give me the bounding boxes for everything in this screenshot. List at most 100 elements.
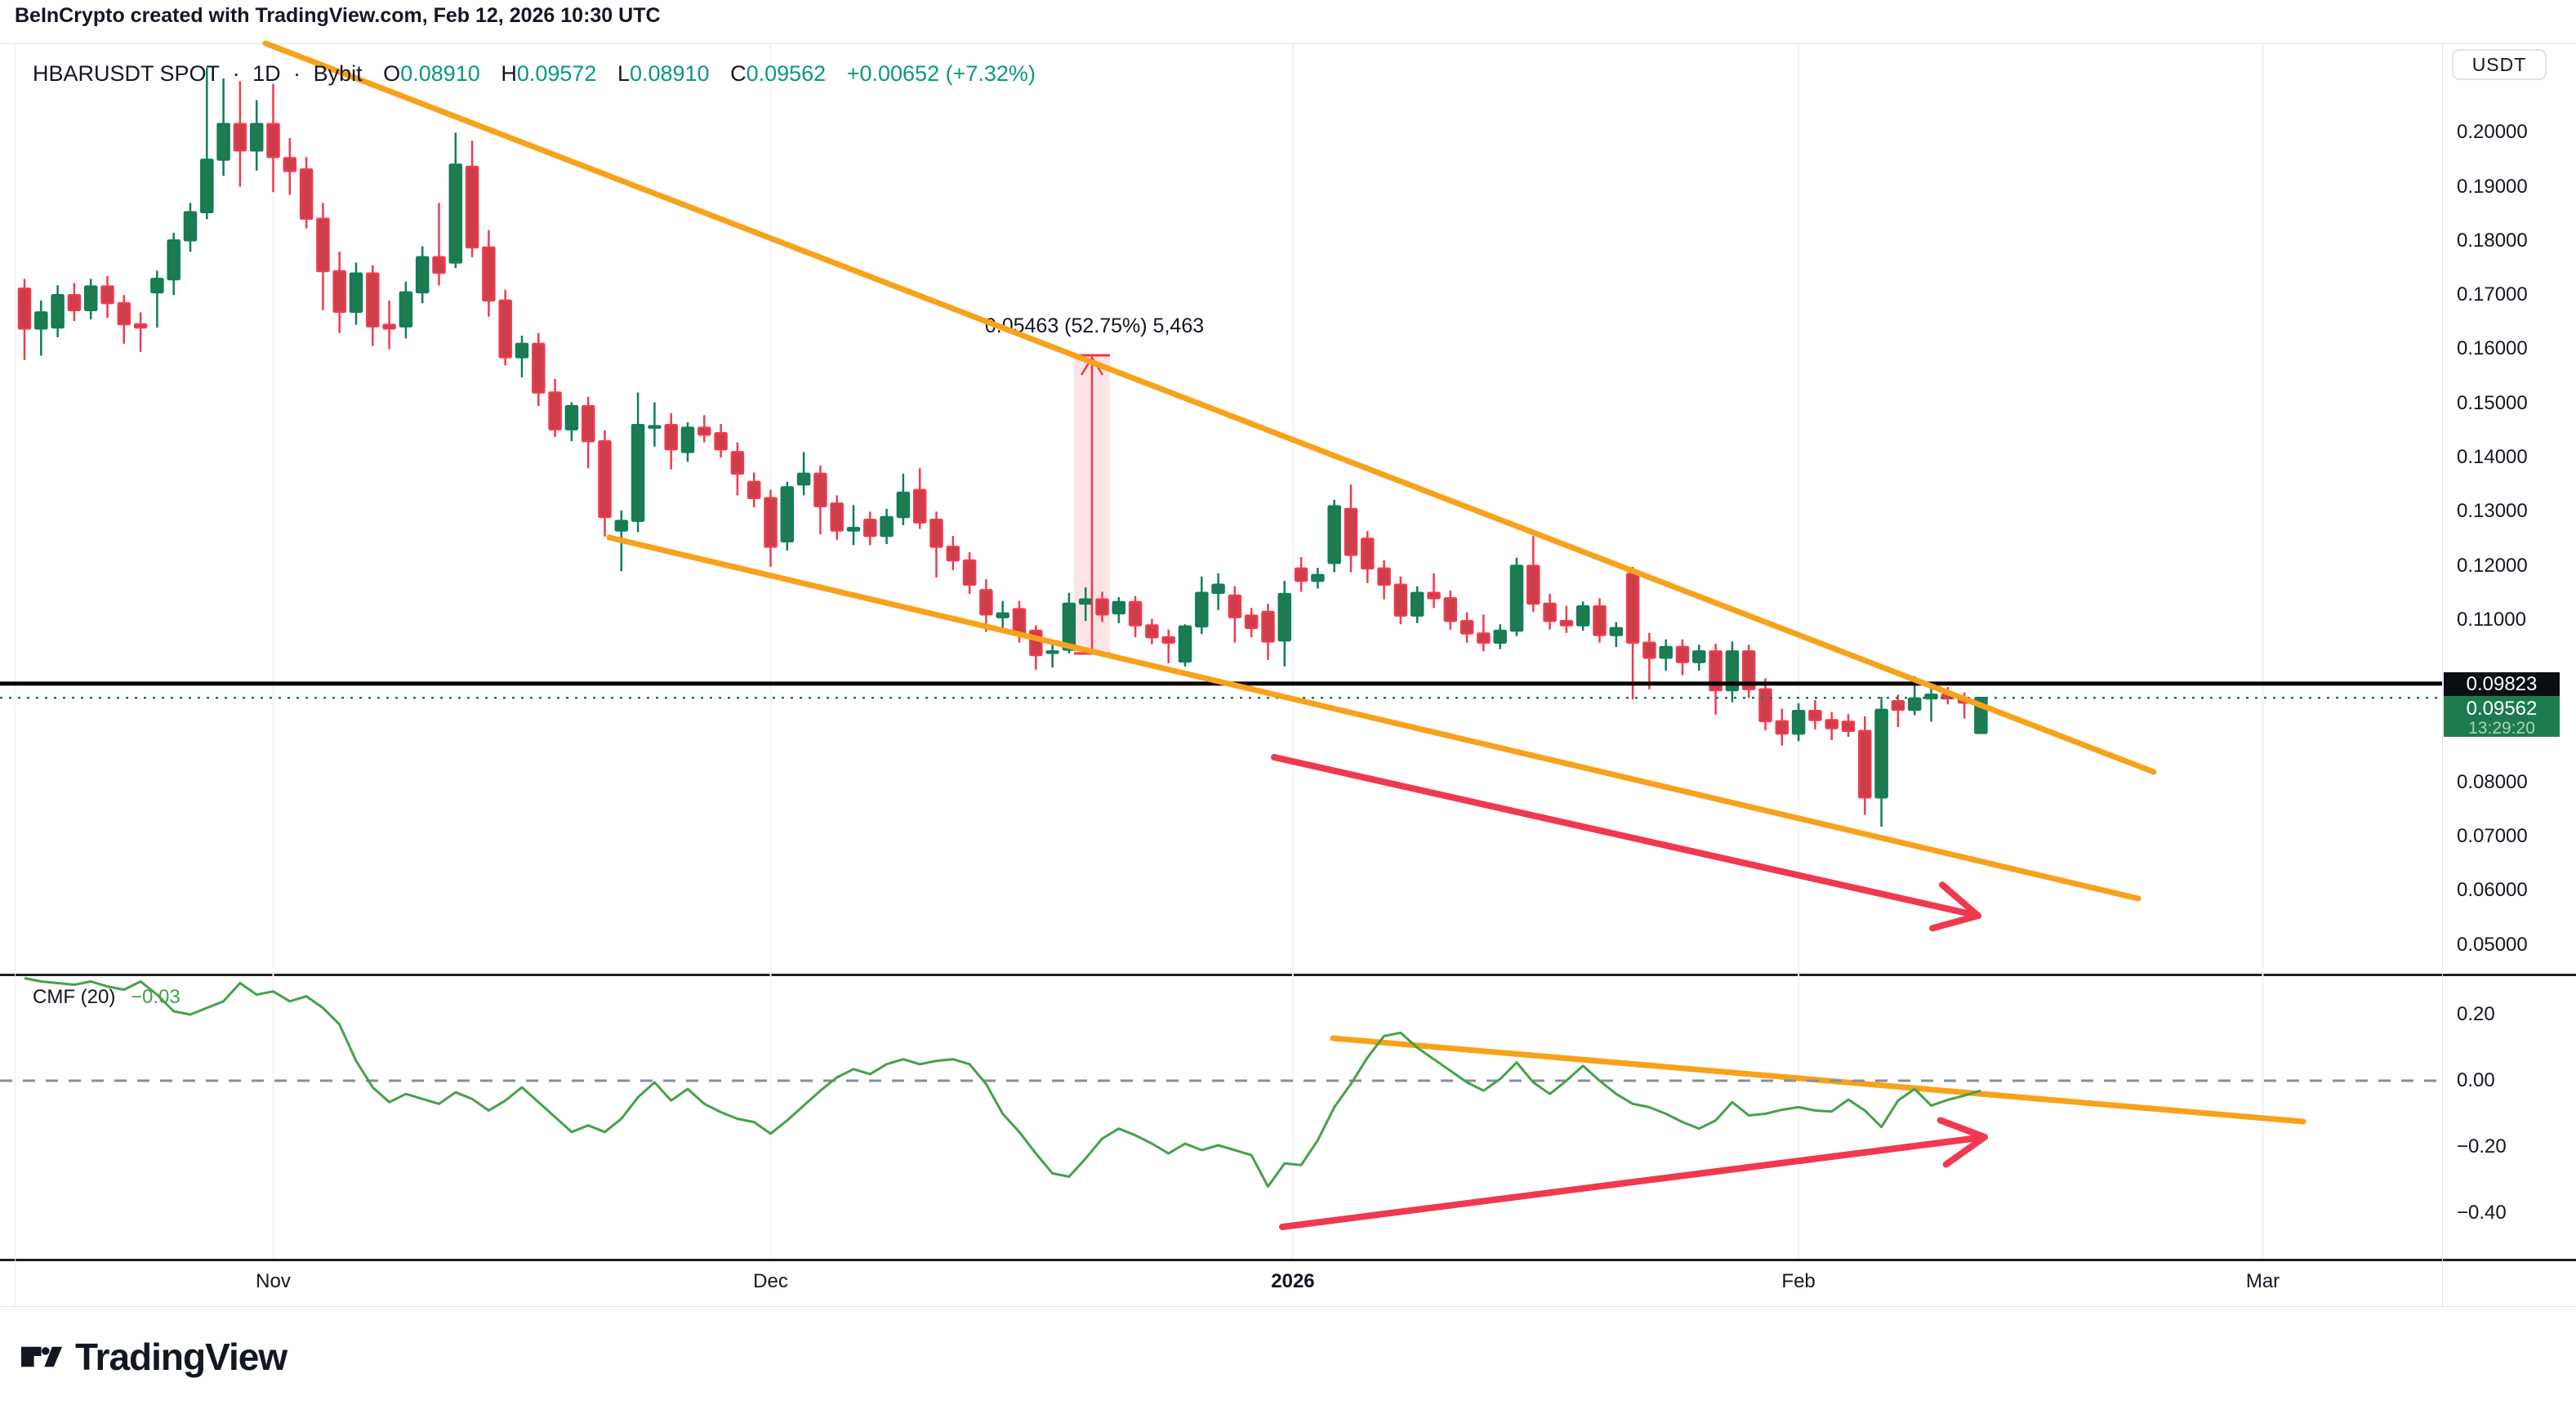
exchange-label: Bybit (313, 61, 363, 86)
candle-down (17, 287, 32, 330)
candle-up (399, 291, 413, 328)
candle-down (332, 270, 346, 313)
price-tick-label: 0.14000 (2457, 446, 2528, 469)
candle-countdown: 13:29:20 (2468, 719, 2535, 738)
cmf-value: −0.03 (131, 986, 180, 1008)
candle-up (1277, 592, 1292, 642)
candle-down (697, 426, 711, 436)
attribution-text: BeInCrypto created with TradingView.com,… (15, 4, 661, 27)
last-price-label: 0.09562 13:29:20 (2444, 696, 2560, 737)
candle-up (34, 311, 48, 330)
candle-down (1228, 594, 1242, 618)
candle-up (1509, 564, 1524, 632)
candle-down (581, 404, 595, 443)
candle-up (515, 342, 529, 359)
price-tick-label: 0.13000 (2457, 500, 2528, 523)
candle-up (448, 163, 463, 264)
candle-down (664, 424, 678, 451)
price-tick-label: 0.17000 (2457, 283, 2528, 306)
candle-up (1327, 505, 1341, 564)
price-tick-label: 0.05000 (2457, 933, 2528, 956)
interval-label: 1D (252, 61, 281, 86)
price-tick-label: 0.18000 (2457, 229, 2528, 252)
candle-up (1791, 709, 1806, 735)
candle-up (216, 123, 230, 161)
price-tick-label: 0.07000 (2457, 825, 2528, 847)
candle-up (1112, 600, 1126, 615)
candle-up (1575, 605, 1590, 627)
chart-top-border (0, 43, 2576, 44)
candle-down (1825, 719, 1838, 729)
cmf-tick-label: 0.20 (2457, 1003, 2495, 1025)
candle-down (1841, 720, 1856, 733)
low-value: 0.08910 (629, 61, 710, 86)
low-label: L (617, 61, 630, 86)
last-price-value: 0.09562 (2466, 698, 2538, 720)
time-tick-label: Feb (1781, 1270, 1816, 1292)
candle-down (962, 559, 977, 587)
candle-down (1808, 709, 1822, 721)
candle-down (747, 480, 761, 500)
price-downtrend-arrow-head-icon (1929, 881, 1981, 932)
open-value: 0.08910 (400, 61, 480, 86)
candle-down (117, 301, 131, 326)
price-scale-border (2442, 43, 2443, 1306)
price-downtrend-arrow[interactable] (1271, 754, 1981, 919)
candle-down (1858, 729, 1872, 799)
candle-down (133, 323, 148, 329)
price-tick-label: 0.15000 (2457, 391, 2528, 414)
candle-down (946, 546, 960, 562)
candle-down (1244, 614, 1259, 630)
candle-up (51, 293, 65, 329)
candle-up (1493, 629, 1507, 644)
time-tick-label: 2026 (1271, 1270, 1315, 1292)
candle-down (1675, 645, 1690, 663)
candle-down (730, 451, 745, 475)
price-tick-label: 0.06000 (2457, 879, 2528, 902)
candle-down (1012, 608, 1027, 635)
candle-down (1709, 650, 1723, 692)
time-axis-bottom-border (0, 1306, 2576, 1307)
candle-up (150, 278, 164, 294)
legend-separator: · (293, 61, 301, 86)
cmf-divergence-arrow[interactable] (1279, 1134, 1988, 1230)
descending-trendline-lower[interactable] (606, 534, 2141, 902)
cmf-indicator-legend: CMF (20) −0.03 (33, 985, 180, 1010)
tradingview-logo[interactable]: TradingView (21, 1335, 287, 1379)
cmf-divergence-arrow-head-icon (1936, 1117, 1988, 1168)
candle-up (896, 491, 911, 519)
candle-up (183, 211, 198, 242)
candle-down (1741, 650, 1756, 690)
candle-up (1907, 697, 1922, 711)
candle-up (349, 272, 363, 313)
candle-down (366, 272, 380, 328)
candle-down (316, 217, 330, 273)
tradingview-logo-text: TradingView (75, 1336, 287, 1378)
descending-trendline-upper[interactable] (262, 40, 2157, 775)
price-tick-label: 0.20000 (2457, 121, 2528, 144)
candle-down (382, 323, 396, 330)
pane-separator-main-cmf[interactable] (0, 974, 2576, 976)
candle-down (67, 293, 82, 312)
candle-down (1477, 632, 1491, 644)
open-label: O (383, 61, 401, 86)
change-value: +0.00652 (+7.32%) (846, 61, 1036, 86)
candle-down (465, 165, 479, 249)
candle-up (1410, 591, 1424, 617)
candle-down (1543, 602, 1557, 622)
cmf-name: CMF (20) (33, 986, 116, 1008)
candle-up (796, 472, 811, 486)
candle-down (100, 285, 114, 305)
legend-separator: · (232, 61, 240, 86)
currency-toggle-button[interactable]: USDT (2452, 49, 2547, 80)
candle-down (863, 519, 877, 537)
pane-separator-cmf-axis[interactable] (0, 1259, 2576, 1261)
candle-up (1692, 650, 1706, 663)
cmf-line (24, 977, 1981, 1189)
candle-up (564, 404, 579, 430)
candle-down (1095, 598, 1109, 616)
candle-up (1874, 708, 1888, 799)
candle-down (1625, 573, 1640, 644)
